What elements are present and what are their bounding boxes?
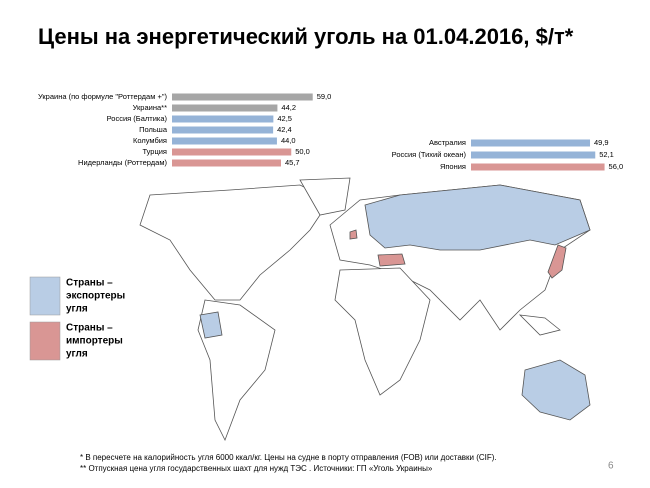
bar [172,159,281,167]
legend-label: угля [66,349,88,360]
bar [172,93,313,101]
footnote: ** Отпускная цена угля государственных ш… [80,464,433,473]
value-label: 42,5 [277,114,292,123]
page-number: 6 [608,461,614,472]
slide-title: Цены на энергетический уголь на 01.04.20… [38,24,574,49]
category-label: Турция [142,147,167,156]
legend-label: экспортеры [66,291,125,302]
legend-label: Страны – [66,278,113,289]
value-label: 52,1 [599,150,614,159]
world-map [139,177,591,441]
legend-label: импортеры [66,336,123,347]
category-label: Австралия [429,138,466,147]
category-label: Украина** [133,103,167,112]
value-label: 44,0 [281,136,296,145]
legend-swatch [29,276,61,316]
bar [172,148,292,156]
value-label: 56,0 [609,162,624,171]
bar [172,104,278,112]
value-label: 49,9 [594,138,609,147]
bar [172,137,277,145]
bar [471,151,596,159]
legend-label: Страны – [66,323,113,334]
footnote: * В пересчете на калорийность угля 6000 … [80,453,497,462]
value-label: 50,0 [295,147,310,156]
category-label: Колумбия [133,136,167,145]
bar [471,139,591,147]
bar [471,163,605,171]
value-label: 59,0 [317,92,332,101]
legend-swatch [29,321,61,361]
category-label: Россия (Тихий океан) [392,150,467,159]
legend-label: угля [66,304,88,315]
value-label: 42,4 [277,125,292,134]
value-label: 45,7 [285,158,300,167]
category-label: Нидерланды (Роттердам) [78,158,167,167]
category-label: Украина (по формуле "Роттердам +") [38,92,168,101]
bar [172,126,274,134]
bar [172,115,274,123]
category-label: Польша [139,125,168,134]
category-label: Россия (Балтика) [107,114,168,123]
category-label: Япония [440,162,466,171]
value-label: 44,2 [281,103,296,112]
